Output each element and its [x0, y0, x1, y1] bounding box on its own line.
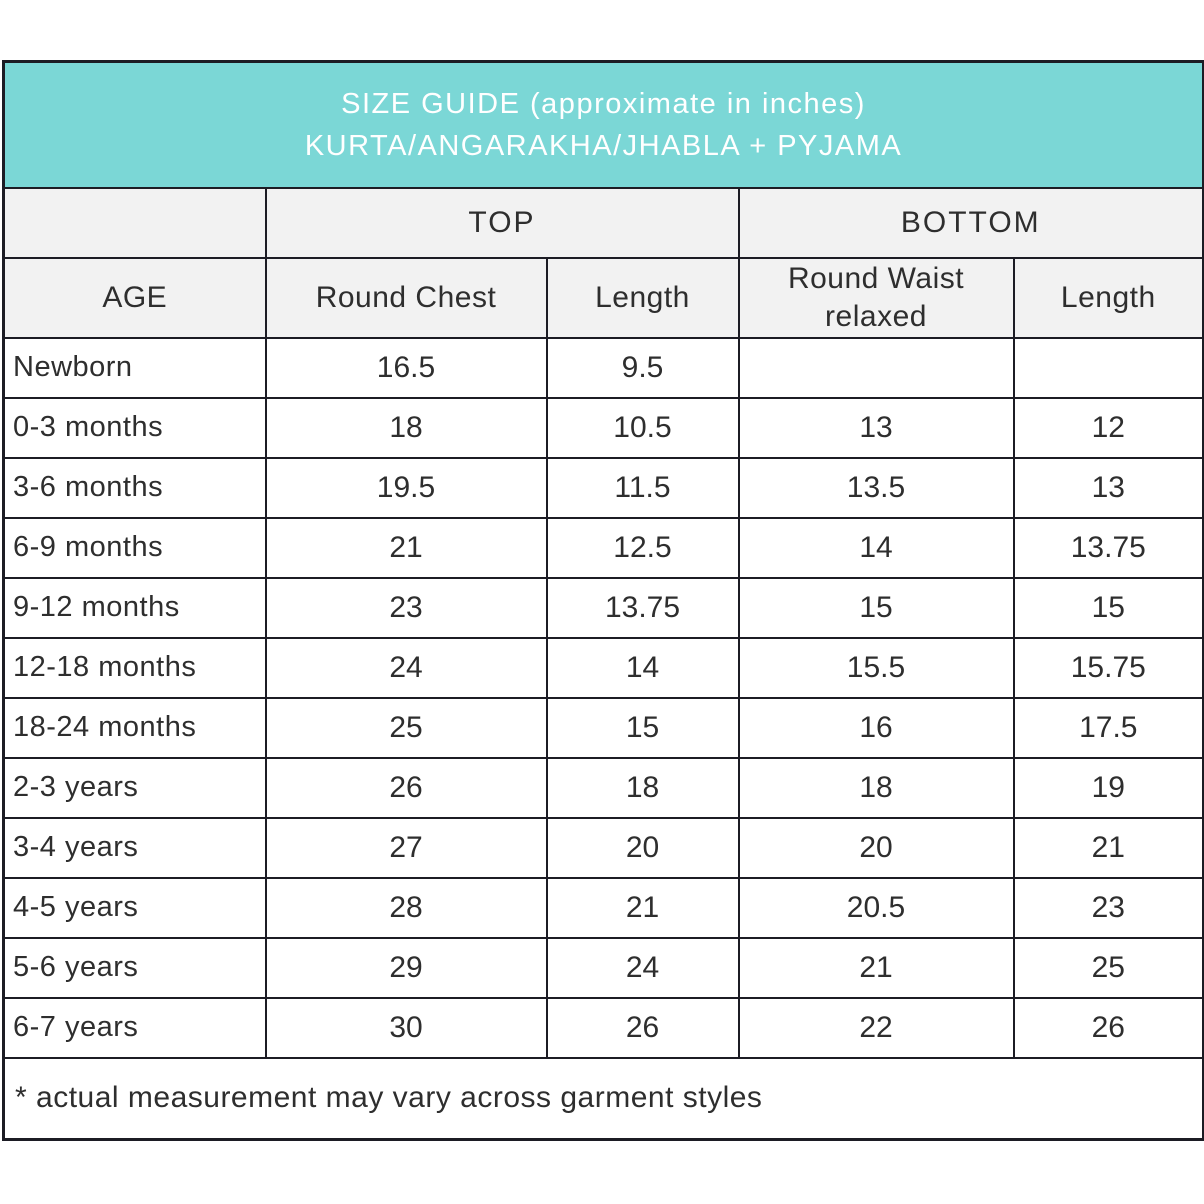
bottom-length-cell [1012, 336, 1204, 399]
top-length-cell: 15 [545, 696, 740, 759]
top-length-cell: 21 [545, 876, 740, 939]
bottom-length-cell: 12 [1012, 396, 1204, 459]
round-chest-cell: 25 [264, 696, 548, 759]
column-header-bottom-length: Length [1012, 256, 1204, 339]
top-length-cell: 14 [545, 636, 740, 699]
round-chest-cell: 24 [264, 636, 548, 699]
table-row: 4-5 years 28 21 20.5 23 [2, 876, 1204, 939]
bottom-length-cell: 13 [1012, 456, 1204, 519]
top-length-cell: 26 [545, 996, 740, 1059]
table-row: 12-18 months 24 14 15.5 15.75 [2, 636, 1204, 699]
table-row: 9-12 months 23 13.75 15 15 [2, 576, 1204, 639]
age-cell: 12-18 months [2, 636, 267, 699]
round-chest-cell: 28 [264, 876, 548, 939]
group-header-top: TOP [264, 186, 740, 259]
round-waist-cell: 20.5 [737, 876, 1015, 939]
round-waist-cell: 14 [737, 516, 1015, 579]
top-length-cell: 9.5 [545, 336, 740, 399]
age-cell: 18-24 months [2, 696, 267, 759]
group-header-row: TOP BOTTOM [2, 186, 1204, 259]
round-waist-cell: 18 [737, 756, 1015, 819]
bottom-length-cell: 25 [1012, 936, 1204, 999]
bottom-length-cell: 23 [1012, 876, 1204, 939]
table-row: 6-7 years 30 26 22 26 [2, 996, 1204, 1059]
bottom-length-cell: 13.75 [1012, 516, 1204, 579]
bottom-length-cell: 15 [1012, 576, 1204, 639]
round-chest-cell: 16.5 [264, 336, 548, 399]
table-row: Newborn 16.5 9.5 [2, 336, 1204, 399]
bottom-length-cell: 19 [1012, 756, 1204, 819]
round-waist-cell: 21 [737, 936, 1015, 999]
age-cell: 9-12 months [2, 576, 267, 639]
round-waist-cell: 20 [737, 816, 1015, 879]
round-chest-cell: 26 [264, 756, 548, 819]
age-cell: 2-3 years [2, 756, 267, 819]
top-length-cell: 13.75 [545, 576, 740, 639]
age-cell: 4-5 years [2, 876, 267, 939]
column-header-round-waist: Round Waist relaxed [737, 256, 1015, 339]
age-cell: 3-4 years [2, 816, 267, 879]
round-waist-cell: 13.5 [737, 456, 1015, 519]
round-chest-cell: 19.5 [264, 456, 548, 519]
table-row: 3-6 months 19.5 11.5 13.5 13 [2, 456, 1204, 519]
age-cell: Newborn [2, 336, 267, 399]
table-row: 3-4 years 27 20 20 21 [2, 816, 1204, 879]
round-chest-cell: 23 [264, 576, 548, 639]
table-row: 6-9 months 21 12.5 14 13.75 [2, 516, 1204, 579]
top-length-cell: 18 [545, 756, 740, 819]
group-header-bottom: BOTTOM [737, 186, 1204, 259]
bottom-length-cell: 17.5 [1012, 696, 1204, 759]
bottom-length-cell: 15.75 [1012, 636, 1204, 699]
table-row: 18-24 months 25 15 16 17.5 [2, 696, 1204, 759]
age-cell: 3-6 months [2, 456, 267, 519]
title-line-2: KURTA/ANGARAKHA/JHABLA + PYJAMA [304, 129, 903, 162]
age-cell: 6-9 months [2, 516, 267, 579]
top-length-cell: 24 [545, 936, 740, 999]
round-waist-cell: 13 [737, 396, 1015, 459]
table-row: 2-3 years 26 18 18 19 [2, 756, 1204, 819]
round-chest-cell: 27 [264, 816, 548, 879]
bottom-length-cell: 21 [1012, 816, 1204, 879]
title-line-1: SIZE GUIDE (approximate in inches) [341, 87, 866, 120]
round-waist-cell: 16 [737, 696, 1015, 759]
size-guide-title: SIZE GUIDE (approximate in inches) KURTA… [2, 60, 1204, 189]
bottom-length-cell: 26 [1012, 996, 1204, 1059]
table-row: 0-3 months 18 10.5 13 12 [2, 396, 1204, 459]
footnote-text: * actual measurement may vary across gar… [2, 1056, 1204, 1141]
age-cell: 6-7 years [2, 996, 267, 1059]
round-chest-cell: 21 [264, 516, 548, 579]
group-header-empty [2, 186, 267, 259]
column-header-top-length: Length [545, 256, 740, 339]
title-row: SIZE GUIDE (approximate in inches) KURTA… [2, 60, 1204, 189]
round-waist-cell: 15.5 [737, 636, 1015, 699]
round-waist-cell [737, 336, 1015, 399]
size-guide-table: SIZE GUIDE (approximate in inches) KURTA… [2, 60, 1204, 1141]
round-chest-cell: 30 [264, 996, 548, 1059]
round-chest-cell: 29 [264, 936, 548, 999]
round-waist-cell: 15 [737, 576, 1015, 639]
round-waist-cell: 22 [737, 996, 1015, 1059]
column-header-age: AGE [2, 256, 267, 339]
table-row: 5-6 years 29 24 21 25 [2, 936, 1204, 999]
age-cell: 5-6 years [2, 936, 267, 999]
top-length-cell: 12.5 [545, 516, 740, 579]
column-header-round-chest: Round Chest [264, 256, 548, 339]
footnote-row: * actual measurement may vary across gar… [2, 1056, 1204, 1141]
top-length-cell: 11.5 [545, 456, 740, 519]
column-header-row: AGE Round Chest Length Round Waist relax… [2, 256, 1204, 339]
age-cell: 0-3 months [2, 396, 267, 459]
round-chest-cell: 18 [264, 396, 548, 459]
top-length-cell: 10.5 [545, 396, 740, 459]
top-length-cell: 20 [545, 816, 740, 879]
